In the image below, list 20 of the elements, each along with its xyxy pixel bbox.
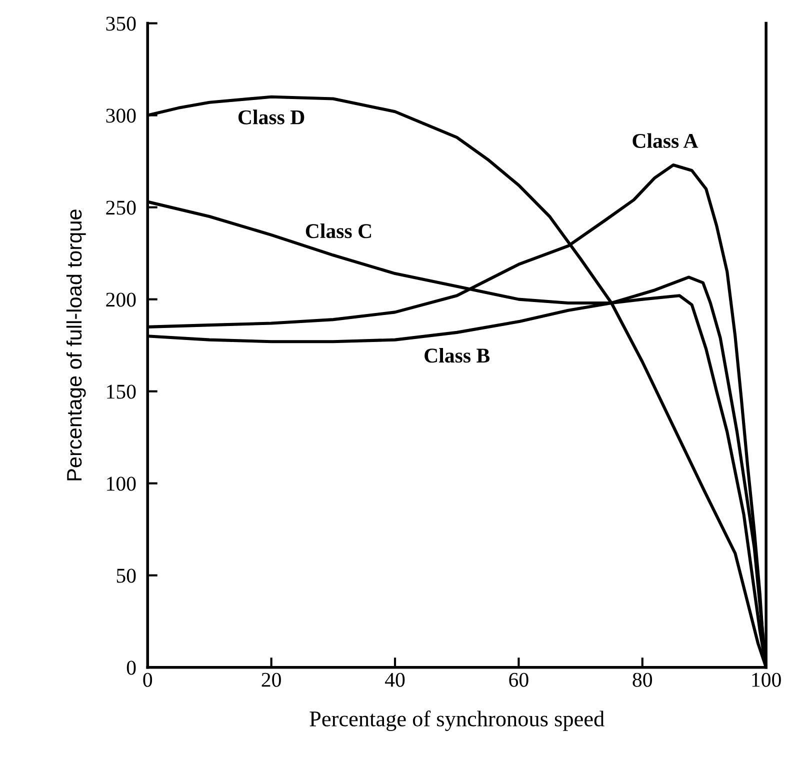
x-axis-title: Percentage of synchronous speed <box>310 710 604 731</box>
x-tick-label: 100 <box>752 672 781 687</box>
y-tick-label: 100 <box>107 476 136 491</box>
y-tick-label: 0 <box>126 660 136 675</box>
series-label: Class A <box>632 133 698 148</box>
y-axis-title: Percentage of full-load torque <box>66 210 86 480</box>
x-tick-label: 0 <box>143 672 152 687</box>
x-tick-label: 40 <box>385 672 405 687</box>
y-tick-label: 150 <box>107 384 136 399</box>
y-tick-label: 250 <box>106 200 136 215</box>
y-tick-label: 200 <box>106 292 136 307</box>
series-label: Class B <box>424 348 490 363</box>
y-tick-label: 300 <box>106 108 136 123</box>
x-tick-label: 60 <box>509 672 528 687</box>
x-tick-label: 20 <box>262 672 281 687</box>
series-label: Class D <box>238 110 304 124</box>
y-tick-label: 50 <box>116 568 136 583</box>
y-tick-label: 350 <box>106 16 136 31</box>
series-label: Class C <box>306 223 371 238</box>
x-tick-label: 80 <box>632 672 652 687</box>
